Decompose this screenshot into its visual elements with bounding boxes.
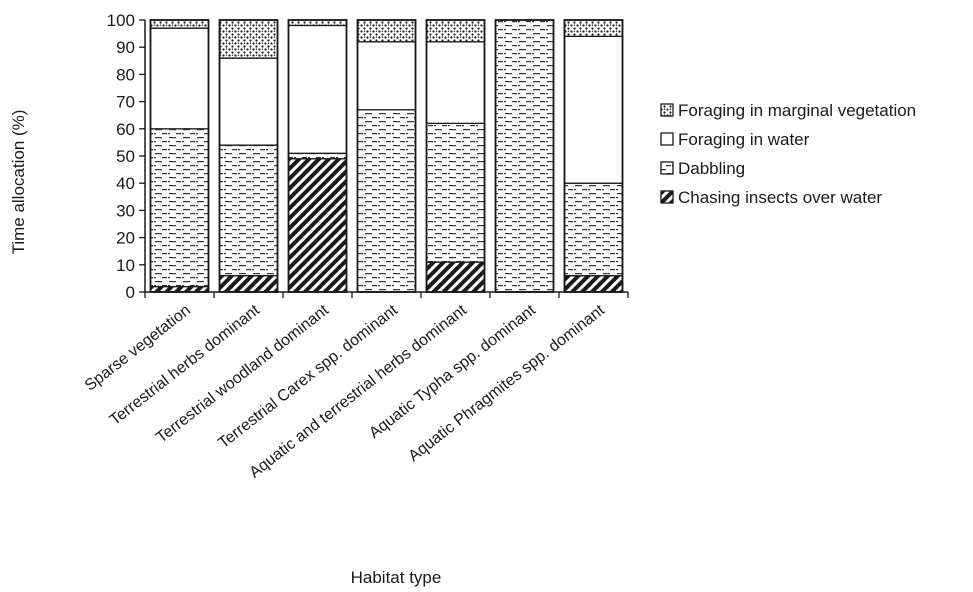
legend: Foraging in marginal vegetation Foraging … <box>660 101 916 207</box>
y-tick-label: 80 <box>116 65 135 84</box>
bar-segment-foraging-in-marginal-vegetation-aquatic-and-terrestrial-herbs-dominant <box>425 19 486 43</box>
y-axis-title: Time allocation (%) <box>9 110 28 255</box>
y-tick-label: 30 <box>116 201 135 220</box>
x-axis-title: Habitat type <box>351 568 442 587</box>
bar-segment-dabbling-terrestrial-herbs-dominant <box>218 144 279 277</box>
legend-swatch-chasing-insects-over-water <box>660 190 674 204</box>
y-tick-label: 0 <box>126 283 135 302</box>
bar-segment-foraging-in-water-aquatic-phragmites-spp-dominant <box>563 35 624 184</box>
legend-swatch-dabbling <box>660 161 674 175</box>
legend-label-foraging-in-water: Foraging in water <box>678 130 810 149</box>
legend-label-foraging-in-marginal-vegetation: Foraging in marginal vegetation <box>678 101 916 120</box>
y-tick-label: 40 <box>116 174 135 193</box>
bar-segment-foraging-in-water-aquatic-and-terrestrial-herbs-dominant <box>425 41 486 125</box>
y-tick-label: 100 <box>107 11 135 30</box>
bar-segment-foraging-in-marginal-vegetation-terrestrial-carex-spp-dominant <box>356 19 417 43</box>
legend-label-chasing-insects-over-water: Chasing insects over water <box>678 188 882 207</box>
bar-segment-chasing-insects-over-water-terrestrial-herbs-dominant <box>218 275 279 293</box>
legend-swatch-foraging-in-marginal-vegetation <box>660 103 674 117</box>
bar-segment-dabbling-terrestrial-woodland-dominant <box>287 152 348 160</box>
y-axis: 0 10 20 30 40 50 60 70 80 90 100 <box>107 11 146 302</box>
bar-segment-dabbling-terrestrial-carex-spp-dominant <box>356 109 417 293</box>
bar-segment-foraging-in-water-terrestrial-herbs-dominant <box>218 57 279 146</box>
y-tick-label: 50 <box>116 147 135 166</box>
bar-segment-dabbling-aquatic-and-terrestrial-herbs-dominant <box>425 122 486 263</box>
bar-segment-foraging-in-water-sparse-vegetation <box>149 27 210 130</box>
bar-segment-foraging-in-marginal-vegetation-aquatic-phragmites-spp-dominant <box>563 19 624 37</box>
bar-segment-dabbling-aquatic-phragmites-spp-dominant <box>563 182 624 277</box>
bar-segment-dabbling-sparse-vegetation <box>149 128 210 288</box>
bar-segment-dabbling-aquatic-typha-spp-dominant <box>494 19 555 293</box>
bar-segment-chasing-insects-over-water-terrestrial-woodland-dominant <box>287 158 348 293</box>
y-tick-label: 10 <box>116 256 135 275</box>
y-tick-label: 60 <box>116 120 135 139</box>
legend-label-dabbling: Dabbling <box>678 159 745 178</box>
bars-group <box>149 19 624 293</box>
y-tick-label: 90 <box>116 38 135 57</box>
bar-segment-foraging-in-marginal-vegetation-sparse-vegetation <box>149 19 210 29</box>
bar-segment-chasing-insects-over-water-aquatic-phragmites-spp-dominant <box>563 275 624 293</box>
bar-segment-foraging-in-water-terrestrial-woodland-dominant <box>287 24 348 154</box>
y-tick-label: 20 <box>116 229 135 248</box>
bar-segment-foraging-in-water-terrestrial-carex-spp-dominant <box>356 41 417 111</box>
y-tick-label: 70 <box>116 93 135 112</box>
bar-segment-foraging-in-marginal-vegetation-terrestrial-herbs-dominant <box>218 19 279 59</box>
bar-segment-chasing-insects-over-water-aquatic-and-terrestrial-herbs-dominant <box>425 261 486 293</box>
legend-swatch-foraging-in-water <box>660 132 674 146</box>
